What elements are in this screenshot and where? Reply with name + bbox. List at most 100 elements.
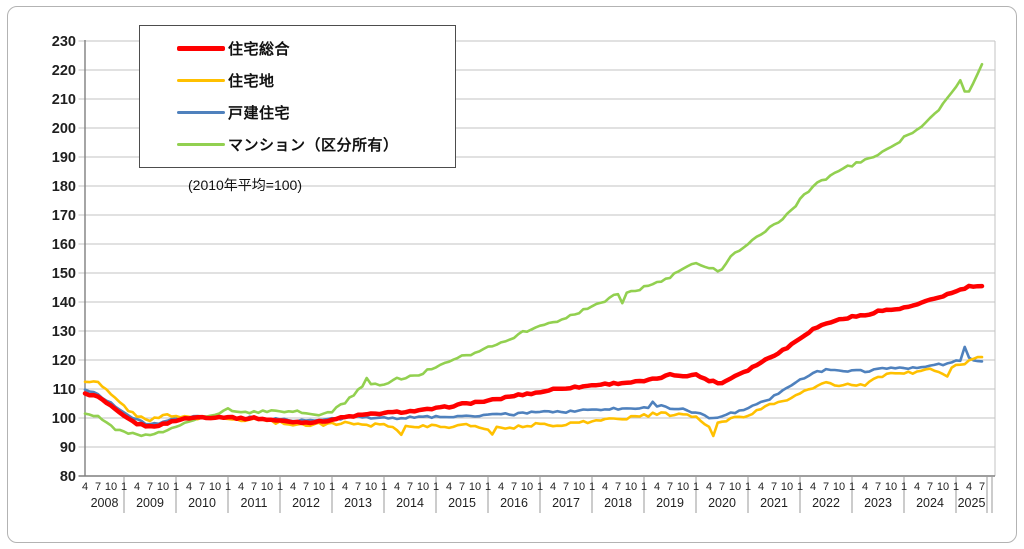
svg-text:7: 7 bbox=[95, 481, 101, 493]
svg-text:7: 7 bbox=[459, 481, 465, 493]
svg-text:160: 160 bbox=[52, 237, 76, 253]
svg-text:7: 7 bbox=[927, 481, 933, 493]
svg-text:150: 150 bbox=[52, 266, 76, 282]
svg-text:7: 7 bbox=[251, 481, 257, 493]
svg-text:10: 10 bbox=[937, 481, 949, 493]
svg-text:7: 7 bbox=[667, 481, 673, 493]
svg-text:4: 4 bbox=[602, 481, 608, 493]
svg-text:10: 10 bbox=[781, 481, 793, 493]
svg-text:4: 4 bbox=[654, 481, 660, 493]
svg-text:200: 200 bbox=[52, 121, 76, 137]
svg-text:1: 1 bbox=[849, 481, 855, 493]
svg-text:1: 1 bbox=[537, 481, 543, 493]
legend-item-condominium: マンション（区分所有） bbox=[177, 134, 455, 155]
svg-text:7: 7 bbox=[511, 481, 517, 493]
svg-text:140: 140 bbox=[52, 295, 76, 311]
svg-text:10: 10 bbox=[833, 481, 845, 493]
svg-text:4: 4 bbox=[966, 481, 972, 493]
svg-text:4: 4 bbox=[394, 481, 400, 493]
svg-text:1: 1 bbox=[173, 481, 179, 493]
svg-text:4: 4 bbox=[342, 481, 348, 493]
svg-text:170: 170 bbox=[52, 208, 76, 224]
svg-text:2008: 2008 bbox=[91, 496, 119, 510]
legend-item-residential-land: 住宅地 bbox=[177, 70, 455, 91]
svg-text:10: 10 bbox=[313, 481, 325, 493]
svg-text:220: 220 bbox=[52, 63, 76, 79]
svg-text:1: 1 bbox=[329, 481, 335, 493]
svg-text:100: 100 bbox=[52, 411, 76, 427]
svg-text:1: 1 bbox=[745, 481, 751, 493]
baseline-note: (2010年平均=100) bbox=[188, 177, 303, 193]
svg-text:4: 4 bbox=[862, 481, 868, 493]
svg-text:1: 1 bbox=[589, 481, 595, 493]
svg-text:4: 4 bbox=[810, 481, 816, 493]
svg-text:1: 1 bbox=[121, 481, 127, 493]
svg-text:80: 80 bbox=[60, 469, 76, 485]
svg-text:2024: 2024 bbox=[916, 496, 944, 510]
legend-line-swatch-orange-icon bbox=[177, 78, 225, 82]
svg-text:2009: 2009 bbox=[136, 496, 164, 510]
svg-text:1: 1 bbox=[641, 481, 647, 493]
svg-text:1: 1 bbox=[901, 481, 907, 493]
svg-text:180: 180 bbox=[52, 179, 76, 195]
svg-text:4: 4 bbox=[446, 481, 452, 493]
svg-text:7: 7 bbox=[563, 481, 569, 493]
svg-text:7: 7 bbox=[979, 481, 985, 493]
svg-text:4: 4 bbox=[238, 481, 244, 493]
legend-label: 住宅地 bbox=[228, 72, 275, 90]
svg-text:1: 1 bbox=[953, 481, 959, 493]
svg-text:1: 1 bbox=[797, 481, 803, 493]
svg-text:4: 4 bbox=[914, 481, 920, 493]
svg-text:4: 4 bbox=[82, 481, 88, 493]
svg-text:2019: 2019 bbox=[656, 496, 684, 510]
svg-text:7: 7 bbox=[771, 481, 777, 493]
legend-line-swatch-blue-icon bbox=[177, 111, 225, 115]
svg-text:10: 10 bbox=[729, 481, 741, 493]
svg-text:230: 230 bbox=[52, 34, 76, 50]
svg-text:4: 4 bbox=[134, 481, 140, 493]
svg-text:2021: 2021 bbox=[760, 496, 788, 510]
legend-line-swatch-red-icon bbox=[177, 45, 225, 51]
legend-item-detached-house: 戸建住宅 bbox=[177, 102, 455, 123]
svg-text:10: 10 bbox=[261, 481, 273, 493]
svg-text:4: 4 bbox=[186, 481, 192, 493]
svg-text:2013: 2013 bbox=[344, 496, 372, 510]
svg-text:10: 10 bbox=[209, 481, 221, 493]
svg-text:10: 10 bbox=[625, 481, 637, 493]
svg-text:130: 130 bbox=[52, 324, 76, 340]
svg-text:2017: 2017 bbox=[552, 496, 580, 510]
svg-text:4: 4 bbox=[290, 481, 296, 493]
svg-text:2012: 2012 bbox=[292, 496, 320, 510]
legend-item-residential-total: 住宅総合 bbox=[177, 38, 455, 59]
svg-text:1: 1 bbox=[225, 481, 231, 493]
svg-text:4: 4 bbox=[706, 481, 712, 493]
svg-text:1: 1 bbox=[485, 481, 491, 493]
svg-text:7: 7 bbox=[875, 481, 881, 493]
svg-text:10: 10 bbox=[573, 481, 585, 493]
svg-text:110: 110 bbox=[53, 382, 76, 398]
svg-text:10: 10 bbox=[521, 481, 533, 493]
svg-text:4: 4 bbox=[758, 481, 764, 493]
svg-text:2020: 2020 bbox=[708, 496, 736, 510]
svg-text:10: 10 bbox=[365, 481, 377, 493]
legend-label: マンション（区分所有） bbox=[228, 137, 399, 155]
svg-text:2018: 2018 bbox=[604, 496, 632, 510]
svg-text:210: 210 bbox=[52, 92, 76, 108]
svg-text:10: 10 bbox=[885, 481, 897, 493]
svg-text:7: 7 bbox=[147, 481, 153, 493]
svg-text:2014: 2014 bbox=[396, 496, 424, 510]
svg-text:190: 190 bbox=[52, 150, 76, 166]
svg-text:2015: 2015 bbox=[448, 496, 476, 510]
legend-label: 戸建住宅 bbox=[228, 105, 291, 123]
svg-text:7: 7 bbox=[199, 481, 205, 493]
svg-text:2016: 2016 bbox=[500, 496, 528, 510]
svg-text:2010: 2010 bbox=[188, 496, 216, 510]
svg-text:1: 1 bbox=[277, 481, 283, 493]
chart-legend: 住宅総合 住宅地 戸建住宅 マンション（区分所有） bbox=[139, 25, 456, 168]
svg-text:2025: 2025 bbox=[958, 496, 986, 510]
svg-text:7: 7 bbox=[407, 481, 413, 493]
svg-text:10: 10 bbox=[157, 481, 169, 493]
svg-text:1: 1 bbox=[693, 481, 699, 493]
svg-text:7: 7 bbox=[355, 481, 361, 493]
